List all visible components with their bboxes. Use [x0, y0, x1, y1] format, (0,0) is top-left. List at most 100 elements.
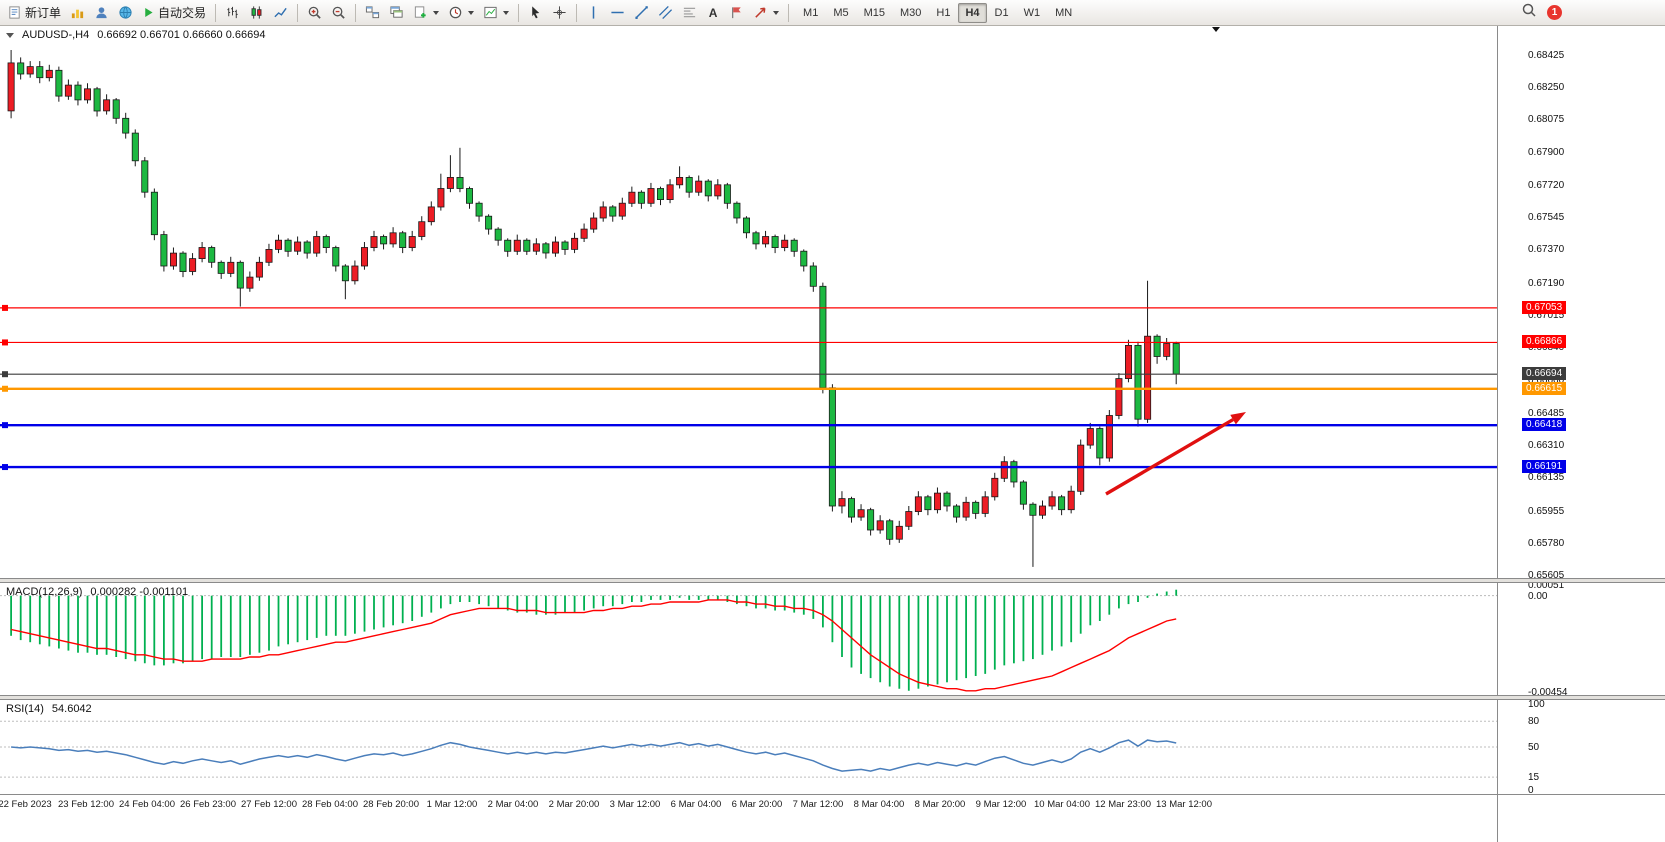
chart-column: AUDUSD-,H4 0.66692 0.66701 0.66660 0.666…: [0, 26, 1497, 842]
timeframe-button-mn[interactable]: MN: [1055, 6, 1073, 19]
bar-chart-button[interactable]: [221, 2, 244, 24]
time-axis-label: 6 Mar 20:00: [731, 799, 783, 810]
price-level-badge: 0.66866: [1522, 335, 1567, 349]
chart-workspace: AUDUSD-,H4 0.66692 0.66701 0.66660 0.666…: [0, 26, 1665, 842]
channel-icon: [658, 5, 673, 20]
candlestick-chart-icon: [249, 5, 264, 20]
macd-panel[interactable]: MACD(12,26,9) 0.000282 -0.001101: [0, 583, 1497, 695]
symbol-dropdown-caret[interactable]: [6, 32, 14, 38]
terminal-icon: [118, 5, 133, 20]
search-icon[interactable]: [1521, 2, 1537, 23]
channel-button[interactable]: [654, 2, 677, 24]
panel-splitter[interactable]: [0, 578, 1497, 583]
zoom-out-icon: [331, 5, 346, 20]
macd-label: MACD(12,26,9): [6, 586, 83, 598]
trend-arrow-annotation[interactable]: [1105, 418, 1234, 496]
time-axis-label: 2 Mar 04:00: [487, 799, 539, 810]
shapes-button[interactable]: [749, 2, 783, 24]
axis-separator: [1497, 578, 1665, 583]
price-level-badge: 0.66191: [1522, 460, 1567, 474]
time-axis-label: 1 Mar 12:00: [426, 799, 478, 810]
price-axis-tick: 0.65780: [1528, 537, 1565, 549]
time-axis[interactable]: 22 Feb 2023 23 Feb 12:00 24 Feb 04:00 26 Fe…: [0, 794, 1497, 815]
price-axis-tick: 0.67190: [1528, 277, 1565, 289]
timeframe-button-h1[interactable]: H1: [936, 6, 951, 19]
macd-axis-tick: 0.00: [1528, 590, 1548, 602]
market-watch-button[interactable]: [66, 2, 89, 24]
timeframe-button-m30[interactable]: M30: [900, 6, 922, 19]
trendline-icon: [634, 5, 649, 20]
price-axis-tick: 0.65955: [1528, 505, 1565, 517]
time-axis-label: 24 Feb 04:00: [119, 799, 175, 810]
vertical-line-button[interactable]: [582, 2, 605, 24]
new-chart-button[interactable]: [409, 2, 443, 24]
new-order-button[interactable]: 新订单: [3, 2, 65, 24]
navigator-button[interactable]: [90, 2, 113, 24]
rsi-panel[interactable]: RSI(14) 54.6042: [0, 700, 1497, 794]
timeframe-button-d1[interactable]: D1: [994, 6, 1009, 19]
autotrading-icon: [142, 6, 155, 19]
line-chart-button[interactable]: [269, 2, 292, 24]
rsi-title: RSI(14) 54.6042: [6, 703, 92, 715]
new-chart-icon: [413, 5, 428, 20]
price-axis-tick: 0.68250: [1528, 81, 1565, 93]
toolbar-separator: [518, 3, 520, 22]
time-axis-label: 3 Mar 12:00: [609, 799, 661, 810]
period-button[interactable]: [444, 2, 478, 24]
main-toolbar: 新订单 自动交易 A M1 M5 M15 M30 H1 H4 D1 W1 MN: [0, 0, 1665, 26]
rsi-axis-tick: 100: [1528, 699, 1545, 710]
zoom-out-button[interactable]: [327, 2, 350, 24]
new-order-label: 新订单: [25, 6, 62, 20]
chevron-down-icon: [433, 10, 440, 15]
timeframe-group: M1 M5 M15 M30 H1 H4 D1 W1 MN: [796, 2, 1079, 23]
terminal-button[interactable]: [114, 2, 137, 24]
template-button[interactable]: [479, 2, 513, 24]
price-axis[interactable]: 0.68425 0.68250 0.68075 0.67900 0.67720 0.675…: [1497, 26, 1665, 842]
timeframe-button-m5[interactable]: M5: [833, 6, 849, 19]
timeframe-button-w1[interactable]: W1: [1023, 6, 1041, 19]
notifications-badge[interactable]: 1: [1547, 5, 1562, 20]
price-level-badge: 0.66418: [1522, 418, 1567, 432]
text-tool-button[interactable]: A: [702, 2, 724, 24]
rsi-axis-tick: 50: [1528, 742, 1540, 753]
price-axis-tick: 0.68075: [1528, 114, 1565, 126]
timeframe-button-m15[interactable]: M15: [863, 6, 885, 19]
fibonacci-button[interactable]: [678, 2, 701, 24]
price-level-badge: 0.66694: [1522, 367, 1567, 381]
price-axis-tick: 0.66310: [1528, 440, 1565, 452]
time-axis-label: 23 Feb 12:00: [58, 799, 114, 810]
trendline-button[interactable]: [630, 2, 653, 24]
crosshair-button[interactable]: [548, 2, 571, 24]
candlestick-chart-button[interactable]: [245, 2, 268, 24]
cursor-button[interactable]: [524, 2, 547, 24]
chart-title: AUDUSD-,H4 0.66692 0.66701 0.66660 0.666…: [6, 29, 265, 41]
cascade-windows-icon: [389, 5, 404, 20]
rsi-axis-tick: 0: [1528, 785, 1534, 796]
axis-separator: [1497, 794, 1665, 795]
rsi-axis-tick: 15: [1528, 772, 1540, 784]
zoom-in-button[interactable]: [303, 2, 326, 24]
fibonacci-icon: [682, 5, 697, 20]
cascade-windows-button[interactable]: [385, 2, 408, 24]
panel-splitter[interactable]: [0, 695, 1497, 700]
macd-axis-tick: 0.00051: [1528, 579, 1565, 591]
chart-context-caret[interactable]: [1212, 27, 1220, 32]
chevron-down-icon: [468, 10, 475, 15]
time-axis-label: 8 Mar 04:00: [853, 799, 905, 810]
zoom-in-icon: [307, 5, 322, 20]
auto-trading-button[interactable]: 自动交易: [138, 2, 210, 24]
price-axis-tick: 0.67545: [1528, 212, 1565, 224]
horizontal-line-button[interactable]: [606, 2, 629, 24]
bar-chart-icon: [225, 5, 240, 20]
timeframe-button-m1[interactable]: M1: [803, 6, 819, 19]
tile-windows-button[interactable]: [361, 2, 384, 24]
macd-values: 0.000282 -0.001101: [90, 586, 189, 598]
vertical-line-icon: [586, 5, 601, 20]
main-chart-panel[interactable]: AUDUSD-,H4 0.66692 0.66701 0.66660 0.666…: [0, 26, 1497, 578]
chevron-down-icon: [773, 10, 780, 15]
timeframe-button-h4[interactable]: H4: [958, 2, 987, 23]
label-tool-button[interactable]: [725, 2, 748, 24]
period-icon: [448, 5, 463, 20]
time-axis-label: 10 Mar 04:00: [1034, 799, 1090, 810]
price-level-badge: 0.66615: [1522, 381, 1567, 395]
